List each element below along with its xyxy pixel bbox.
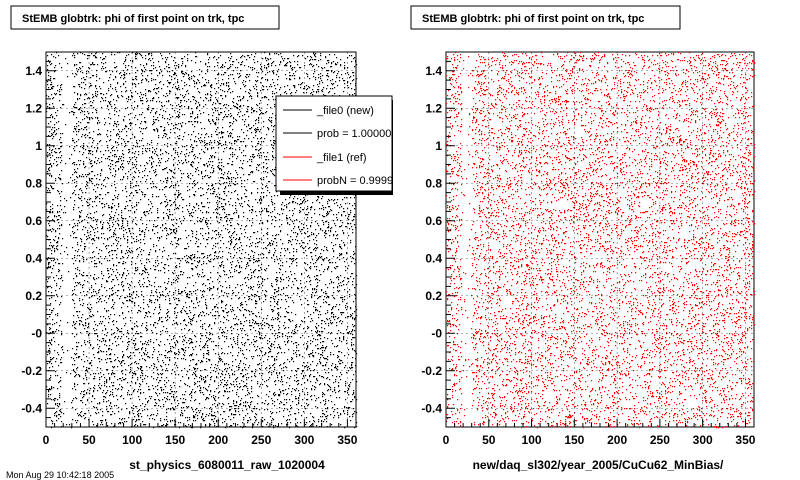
y-tick-label: 0.8: [425, 176, 442, 190]
y-tick-label: -0.4: [21, 401, 42, 415]
x-tick-label: 150: [165, 433, 185, 447]
y-tick-label: 0.6: [25, 214, 42, 228]
left-title-box: [10, 5, 280, 30]
y-tick-label: 0.4: [425, 251, 442, 265]
y-tick-label: -0: [431, 326, 442, 340]
pad-divider: [393, 90, 403, 200]
right-x-axis: 0 50 100 150 200 250 300 350: [443, 419, 756, 447]
y-tick-label: -0.2: [21, 364, 42, 378]
y-tick-label: 0.4: [25, 251, 42, 265]
x-tick-label: 200: [607, 433, 627, 447]
x-tick-label: 0: [443, 433, 450, 447]
y-tick-label: -0.2: [421, 364, 442, 378]
y-tick-label: 1.4: [25, 64, 42, 78]
right-title-box: [410, 5, 681, 30]
left-y-axis: -0.4 -0.2 -0 0.2 0.4 0.6 0.8 1 1.2 1.4: [21, 60, 55, 428]
left-chart-title: StEMB globtrk: phi of first point on trk…: [22, 13, 244, 25]
x-tick-label: 100: [522, 433, 542, 447]
legend-label-file0: _file0 (new): [316, 105, 374, 117]
left-x-axis: 0 50 100 150 200 250 300 350: [43, 419, 358, 447]
x-tick-label: 250: [251, 433, 271, 447]
x-tick-label: 150: [564, 433, 584, 447]
right-x-axis-label: new/daq_sl302/year_2005/CuCu62_MinBias/: [473, 458, 724, 472]
y-tick-label: 1: [35, 139, 42, 153]
scatter-point-cloud: [446, 52, 756, 429]
y-tick-label: 1.2: [425, 101, 442, 115]
left-scatter-points: [46, 52, 358, 429]
y-tick-label: -0: [31, 326, 42, 340]
right-chart-title: StEMB globtrk: phi of first point on trk…: [422, 13, 644, 25]
left-x-axis-label: st_physics_6080011_raw_1020004: [129, 458, 325, 472]
x-tick-label: 300: [693, 433, 713, 447]
y-tick-label: 0.6: [425, 214, 442, 228]
legend: _file0 (new) prob = 1.000000 _file1 (ref…: [275, 95, 399, 195]
x-tick-label: 350: [735, 433, 755, 447]
x-tick-label: 0: [43, 433, 50, 447]
x-tick-label: 100: [122, 433, 142, 447]
x-tick-label: 50: [482, 433, 496, 447]
legend-label-prob: prob = 1.000000: [317, 128, 397, 140]
y-tick-label: 0.2: [425, 289, 442, 303]
right-y-axis: -0.4 -0.2 -0 0.2 0.4 0.6 0.8 1 1.2 1.4: [421, 60, 455, 428]
y-tick-label: 0.2: [25, 289, 42, 303]
y-tick-label: 1.2: [25, 101, 42, 115]
footer-timestamp: Mon Aug 29 10:42:18 2005: [6, 470, 114, 480]
x-tick-label: 300: [294, 433, 314, 447]
x-tick-label: 50: [82, 433, 96, 447]
y-tick-label: 1.4: [425, 64, 442, 78]
x-tick-label: 200: [208, 433, 228, 447]
y-tick-label: -0.4: [421, 401, 442, 415]
y-tick-label: 0.8: [25, 176, 42, 190]
legend-label-file1: _file1 (ref): [316, 152, 367, 164]
y-tick-label: 1: [435, 139, 442, 153]
right-plot-frame: [445, 51, 755, 428]
right-scatter-points: [446, 52, 756, 429]
left-panel: StEMB globtrk: phi of first point on trk…: [10, 5, 358, 472]
legend-label-probn: probN = 0.99997: [317, 175, 399, 187]
x-tick-label: 250: [650, 433, 670, 447]
legend-box: [275, 95, 393, 192]
right-panel: StEMB globtrk: phi of first point on trk…: [410, 5, 756, 472]
scatter-point-cloud: [46, 52, 358, 429]
x-tick-label: 350: [337, 433, 357, 447]
